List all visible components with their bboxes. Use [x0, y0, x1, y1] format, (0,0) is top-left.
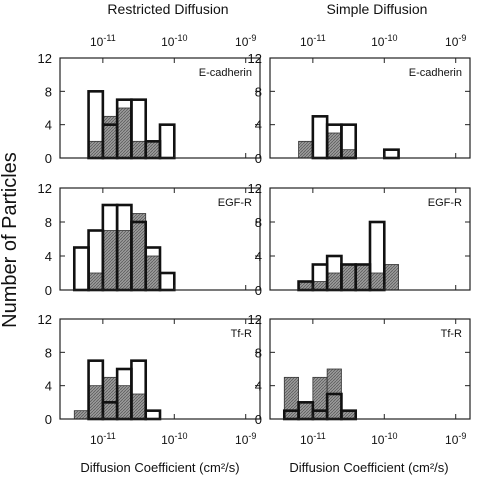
y-tick-label: 12 [38, 181, 52, 196]
hatched-bar [355, 264, 371, 291]
panel-label: EGF-R [218, 197, 252, 209]
y-tick-label: 8 [45, 84, 52, 99]
hatched-bar [88, 140, 104, 159]
y-tick-label: 8 [45, 215, 52, 230]
y-tick-label: 4 [45, 249, 52, 264]
y-tick-label: 4 [255, 379, 262, 394]
y-tick-label: 12 [38, 312, 52, 327]
top-x-tick-label: 10-9 [445, 33, 466, 49]
x-tick-label: 10-10 [161, 431, 187, 447]
y-axis-label: Number of Particles [0, 152, 21, 328]
panel-simple-e-cadherin: 0 4 8 12 10-11 10-10 10-9 E-cadherin [248, 33, 471, 166]
y-tick-label: 4 [255, 249, 262, 264]
y-tick-label: 0 [45, 412, 52, 427]
panel-frame [269, 57, 471, 159]
y-tick-label: 8 [45, 345, 52, 360]
hatched-bar [131, 213, 147, 291]
histogram-panels: 0 4 8 12 10-11 10-10 10-9 E-cadherin 0 4 8 12 10-11 1… [38, 33, 471, 447]
open-bar [158, 271, 176, 292]
top-x-tick-label: 10-10 [161, 33, 187, 49]
hatched-bar [131, 393, 147, 420]
panel-label: Tf-R [441, 328, 462, 340]
hatched-bar [383, 264, 399, 291]
y-tick-label: 0 [45, 283, 52, 298]
open-bar [311, 115, 329, 160]
panel-simple-egf-r: 0 4 8 12 EGF-R [248, 181, 471, 298]
x-tick-label: 10-11 [300, 431, 326, 447]
open-bar [158, 123, 176, 160]
hatched-bar [116, 107, 132, 159]
top-x-tick-label: 10-11 [300, 33, 326, 49]
hatched-bar [131, 140, 147, 159]
y-tick-label: 8 [255, 215, 262, 230]
column-title-simple: Simple Diffusion [327, 1, 428, 17]
hatched-bar [116, 230, 132, 291]
hatched-bar [88, 385, 104, 420]
hatched-bar [298, 401, 314, 420]
x-tick-label: 10-11 [90, 431, 116, 447]
hatched-bar [116, 385, 132, 420]
x-axis-label-right: Diffusion Coefficient (cm²/s) [289, 460, 448, 475]
y-tick-label: 0 [255, 151, 262, 166]
panel-restricted-tf-r: 0 4 8 12 10-11 10-10 10-9 Tf-R [38, 312, 261, 447]
hatched-bar [369, 272, 385, 291]
panel-frame [269, 187, 471, 291]
y-tick-label: 12 [38, 51, 52, 66]
top-x-tick-label: 10-9 [235, 33, 256, 49]
top-x-tick-label: 10-10 [371, 33, 397, 49]
x-tick-label: 10-10 [371, 431, 397, 447]
y-tick-label: 4 [255, 118, 262, 133]
y-tick-label: 0 [255, 412, 262, 427]
hatched-bar [326, 272, 342, 291]
y-tick-label: 8 [255, 84, 262, 99]
hatched-bar [312, 376, 328, 420]
y-tick-label: 4 [45, 379, 52, 394]
y-tick-label: 0 [45, 151, 52, 166]
x-axis-label-left: Diffusion Coefficient (cm²/s) [80, 460, 239, 475]
open-bar [144, 409, 162, 421]
column-title-restricted: Restricted Diffusion [107, 1, 228, 17]
open-bar [72, 246, 90, 292]
panel-simple-tf-r: 0 4 8 12 10-11 10-10 10-9 Tf-R [248, 312, 471, 447]
y-tick-label: 4 [45, 118, 52, 133]
panel-label: E-cadherin [199, 67, 252, 79]
panel-frame [59, 187, 261, 291]
y-tick-label: 12 [248, 51, 262, 66]
hatched-bar [102, 115, 118, 159]
panel-label: E-cadherin [409, 67, 462, 79]
hatched-bar [326, 132, 342, 159]
y-tick-label: 12 [248, 312, 262, 327]
hatched-bar [102, 230, 118, 291]
y-tick-label: 12 [248, 181, 262, 196]
x-tick-label: 10-9 [445, 431, 466, 447]
y-tick-label: 8 [255, 345, 262, 360]
panel-frame [59, 318, 261, 420]
hatched-bar [73, 410, 89, 420]
panel-label: EGF-R [428, 197, 462, 209]
hatched-bar [145, 255, 161, 291]
hatched-bar [298, 140, 314, 159]
panel-restricted-e-cadherin: 0 4 8 12 10-11 10-10 10-9 E-cadherin [38, 33, 261, 166]
hatched-bar [102, 376, 118, 420]
hatched-bar [283, 376, 299, 420]
panel-frame [59, 57, 261, 159]
y-tick-label: 0 [255, 283, 262, 298]
panel-label: Tf-R [231, 328, 252, 340]
x-tick-label: 10-9 [235, 431, 256, 447]
top-x-tick-label: 10-11 [90, 33, 116, 49]
hatched-bar [341, 264, 357, 291]
panel-frame [269, 318, 471, 420]
hatched-bar [88, 272, 104, 291]
open-bar [382, 148, 400, 160]
hatched-bar [145, 140, 161, 159]
